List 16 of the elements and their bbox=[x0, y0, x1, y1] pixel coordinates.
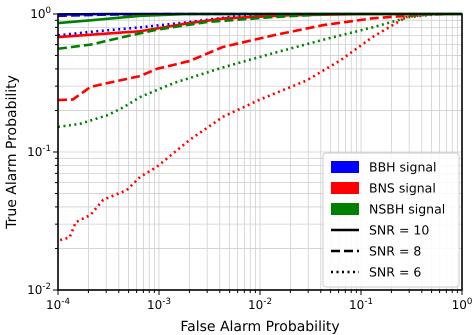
y-tick-label: 10$^{0}$ bbox=[30, 6, 51, 21]
annotation: BNS signal bbox=[369, 180, 436, 196]
annotation: SNR = 10 bbox=[369, 222, 430, 238]
x-axis-title: False Alarm Probability bbox=[180, 319, 340, 335]
x-tick-label: 10$^{-3}$ bbox=[147, 297, 171, 312]
y-tick-label: 10$^{-2}$ bbox=[27, 282, 51, 297]
y-tick-label: 10$^{-1}$ bbox=[27, 144, 51, 159]
x-tick-label: 10$^{-4}$ bbox=[46, 297, 70, 312]
y-axis-title: True Alarm Probability bbox=[4, 75, 20, 230]
annotation: BBH signal bbox=[369, 160, 436, 174]
annotation: SNR = 8 bbox=[369, 244, 422, 258]
annotation: NSBH signal bbox=[369, 202, 446, 216]
x-tick-label: 10$^{0}$ bbox=[452, 297, 472, 312]
annotation: SNR = 6 bbox=[369, 264, 422, 280]
x-tick-label: 10$^{-1}$ bbox=[349, 297, 373, 312]
x-tick-label: 10$^{-2}$ bbox=[248, 297, 272, 312]
